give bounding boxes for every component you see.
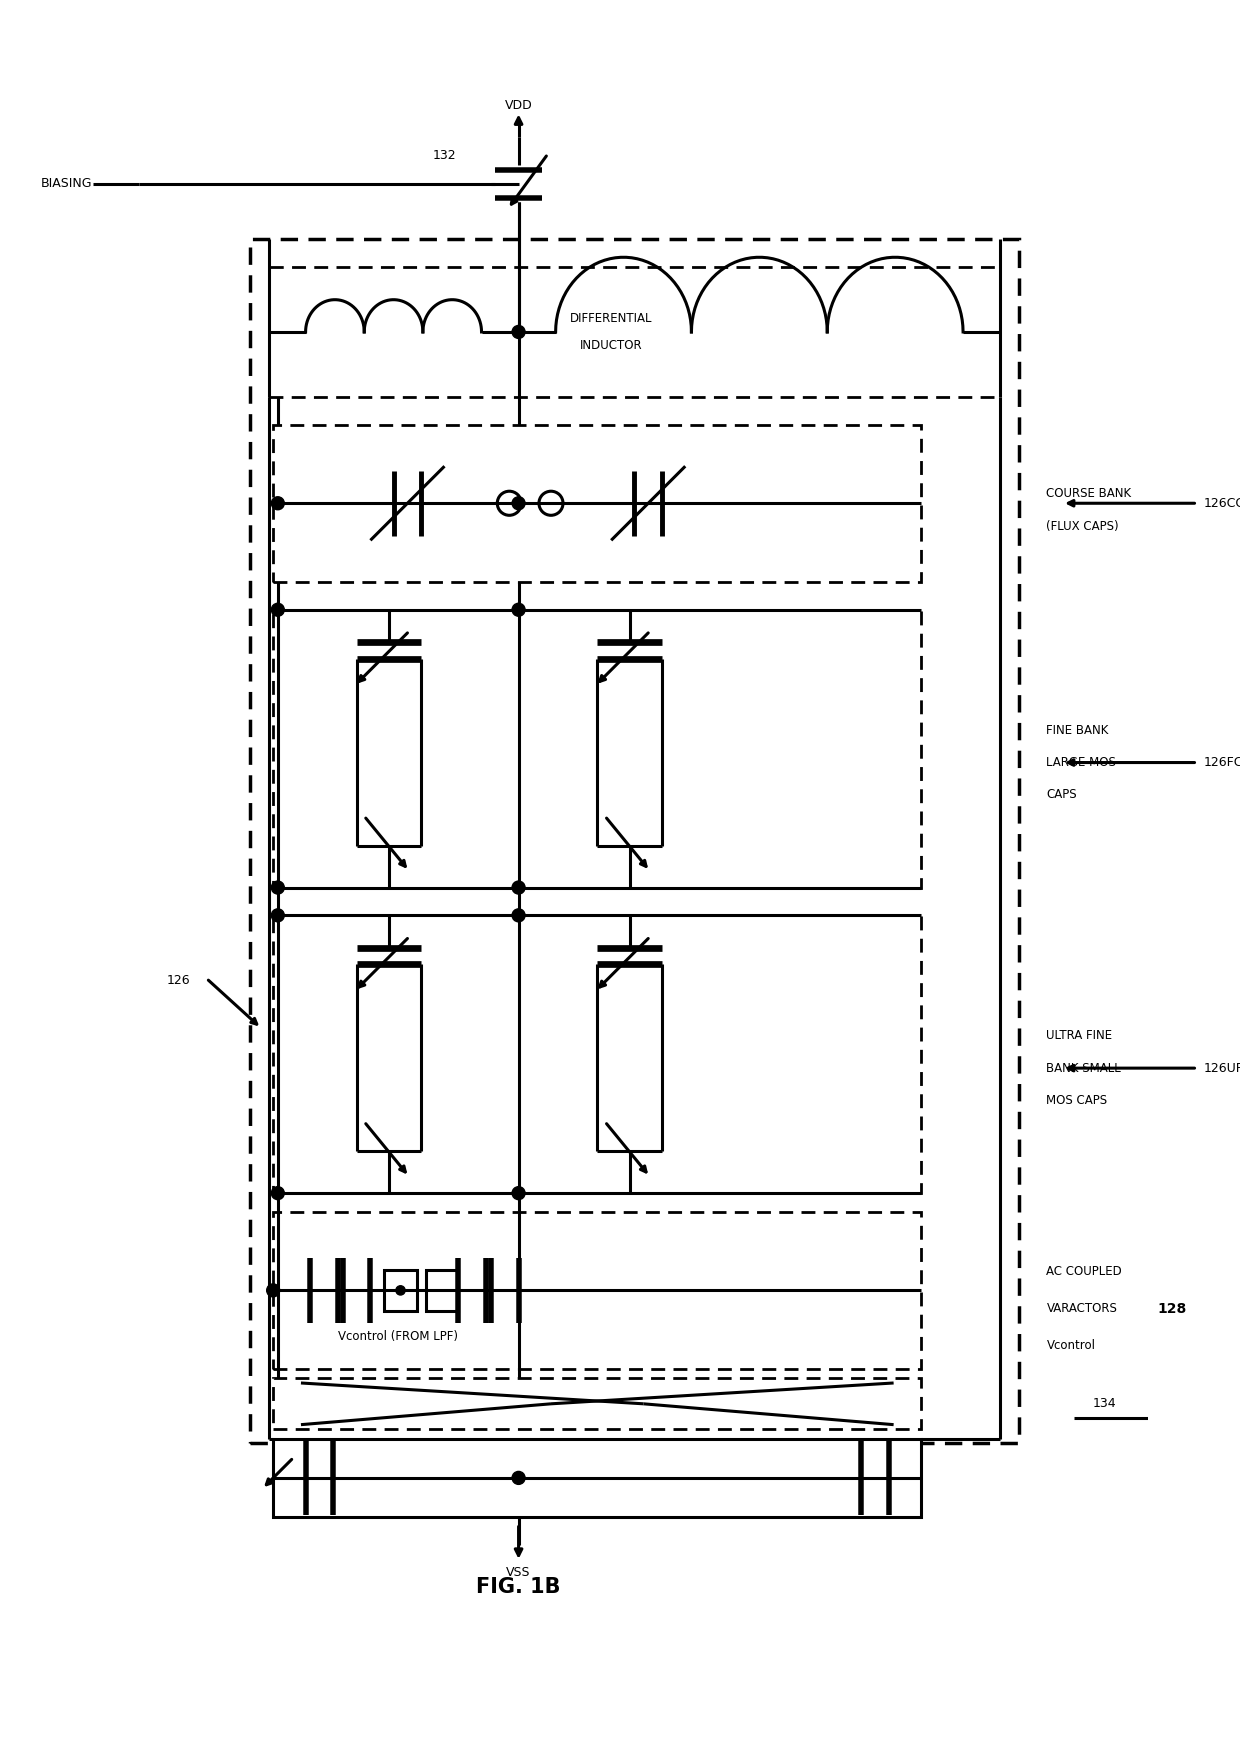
Text: VDD: VDD	[505, 99, 532, 111]
Text: FIG. 1B: FIG. 1B	[476, 1577, 560, 1596]
Text: FINE BANK: FINE BANK	[1047, 723, 1109, 737]
Bar	[273, 1212, 921, 1369]
Text: CAPS: CAPS	[1047, 788, 1078, 802]
Text: 126UFC: 126UFC	[1204, 1061, 1240, 1075]
Text: BIASING: BIASING	[41, 177, 93, 190]
Text: INDUCTOR: INDUCTOR	[580, 339, 642, 353]
Circle shape	[512, 603, 525, 616]
Text: 128: 128	[1157, 1303, 1187, 1316]
Bar	[273, 424, 921, 583]
Text: ULTRA FINE: ULTRA FINE	[1047, 1029, 1112, 1042]
Bar	[273, 1438, 921, 1516]
Circle shape	[272, 1186, 284, 1200]
Bar	[273, 610, 921, 887]
Text: 134: 134	[1092, 1398, 1116, 1410]
Text: VARACTORS: VARACTORS	[1047, 1303, 1117, 1315]
Bar	[384, 1269, 417, 1311]
Text: DIFFERENTIAL: DIFFERENTIAL	[570, 311, 652, 325]
Circle shape	[272, 909, 284, 922]
Text: AC COUPLED: AC COUPLED	[1047, 1266, 1122, 1278]
Circle shape	[272, 497, 284, 510]
Text: LARGE MOS: LARGE MOS	[1047, 756, 1116, 769]
Bar	[273, 1379, 921, 1429]
Circle shape	[272, 603, 284, 616]
Text: VSS: VSS	[506, 1567, 531, 1579]
Circle shape	[512, 1186, 525, 1200]
Circle shape	[267, 1283, 280, 1297]
Text: 132: 132	[433, 150, 456, 162]
Circle shape	[512, 909, 525, 922]
Circle shape	[512, 882, 525, 894]
Bar	[250, 240, 1018, 1443]
Text: 126FC: 126FC	[1204, 756, 1240, 769]
Text: 126: 126	[166, 974, 190, 986]
Bar	[427, 1269, 459, 1311]
Circle shape	[396, 1285, 405, 1296]
Circle shape	[512, 325, 525, 339]
Text: BANK SMALL: BANK SMALL	[1047, 1061, 1121, 1075]
Text: Vcontrol: Vcontrol	[1047, 1339, 1095, 1353]
Text: Vcontrol (FROM LPF): Vcontrol (FROM LPF)	[339, 1330, 459, 1343]
Bar	[269, 268, 1001, 396]
Bar	[273, 915, 921, 1193]
Text: 126CC: 126CC	[1204, 497, 1240, 510]
Text: MOS CAPS: MOS CAPS	[1047, 1094, 1107, 1108]
Circle shape	[512, 1471, 525, 1485]
Circle shape	[272, 882, 284, 894]
Text: COURSE BANK: COURSE BANK	[1047, 487, 1132, 501]
Circle shape	[512, 497, 525, 510]
Text: (FLUX CAPS): (FLUX CAPS)	[1047, 520, 1118, 532]
